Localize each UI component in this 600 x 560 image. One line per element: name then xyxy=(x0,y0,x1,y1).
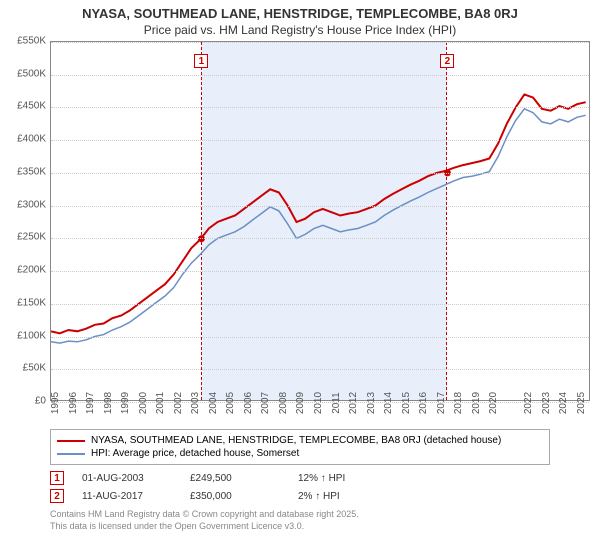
y-tick-label: £100K xyxy=(17,330,46,341)
x-tick-label: 2016 xyxy=(418,392,429,414)
x-tick-label: 2020 xyxy=(488,392,499,414)
x-tick-label: 1996 xyxy=(68,392,79,414)
annotation-num-box: 1 xyxy=(50,471,64,485)
chart-subtitle: Price paid vs. HM Land Registry's House … xyxy=(0,21,600,41)
y-tick-label: £450K xyxy=(17,101,46,112)
x-tick-label: 2024 xyxy=(558,392,569,414)
legend-label: NYASA, SOUTHMEAD LANE, HENSTRIDGE, TEMPL… xyxy=(91,435,501,446)
y-tick-label: £0 xyxy=(35,396,46,407)
x-tick-label: 1995 xyxy=(50,392,61,414)
gridline xyxy=(51,173,589,174)
annotation-row: 1 01-AUG-2003 £249,500 12% ↑ HPI xyxy=(50,469,550,487)
x-tick-label: 2017 xyxy=(436,392,447,414)
x-tick-label: 1999 xyxy=(120,392,131,414)
marker-box: 2 xyxy=(440,54,454,68)
x-tick-label: 2015 xyxy=(401,392,412,414)
gridline xyxy=(51,337,589,338)
gridline xyxy=(51,140,589,141)
x-tick-label: 2018 xyxy=(453,392,464,414)
line-layer xyxy=(51,42,591,402)
legend: NYASA, SOUTHMEAD LANE, HENSTRIDGE, TEMPL… xyxy=(50,429,550,465)
legend-swatch xyxy=(57,440,85,442)
annotation-rows: 1 01-AUG-2003 £249,500 12% ↑ HPI 2 11-AUG-201… xyxy=(50,469,550,505)
x-tick-label: 2022 xyxy=(523,392,534,414)
footer-line-1: Contains HM Land Registry data © Crown c… xyxy=(50,509,550,521)
x-tick-label: 2002 xyxy=(173,392,184,414)
series-line-hpi xyxy=(51,109,586,343)
footer: Contains HM Land Registry data © Crown c… xyxy=(50,509,550,532)
x-tick-label: 2013 xyxy=(366,392,377,414)
gridline xyxy=(51,369,589,370)
legend-swatch xyxy=(57,453,85,455)
gridline xyxy=(51,206,589,207)
y-tick-label: £50K xyxy=(23,363,46,374)
legend-label: HPI: Average price, detached house, Some… xyxy=(91,448,299,459)
y-tick-label: £400K xyxy=(17,134,46,145)
x-tick-label: 2012 xyxy=(348,392,359,414)
x-tick-label: 2000 xyxy=(138,392,149,414)
x-tick-label: 2011 xyxy=(331,392,342,414)
marker-box: 1 xyxy=(194,54,208,68)
x-tick-label: 2023 xyxy=(541,392,552,414)
footer-line-2: This data is licensed under the Open Gov… xyxy=(50,521,550,533)
annotation-row: 2 11-AUG-2017 £350,000 2% ↑ HPI xyxy=(50,487,550,505)
x-tick-label: 2008 xyxy=(278,392,289,414)
x-tick-label: 2009 xyxy=(295,392,306,414)
gridline xyxy=(51,271,589,272)
gridline xyxy=(51,42,589,43)
chart-area: 12 £0£50K£100K£150K£200K£250K£300K£350K£… xyxy=(50,41,590,421)
gridline xyxy=(51,107,589,108)
x-tick-label: 2010 xyxy=(313,392,324,414)
y-tick-label: £550K xyxy=(17,36,46,47)
plot-region: 12 xyxy=(50,41,590,401)
x-tick-label: 1998 xyxy=(103,392,114,414)
x-tick-label: 2005 xyxy=(225,392,236,414)
y-tick-label: £350K xyxy=(17,166,46,177)
annotation-delta: 12% ↑ HPI xyxy=(298,473,388,484)
annotation-delta: 2% ↑ HPI xyxy=(298,491,388,502)
x-tick-label: 2004 xyxy=(208,392,219,414)
y-tick-label: £200K xyxy=(17,265,46,276)
x-tick-label: 2019 xyxy=(471,392,482,414)
annotation-num-box: 2 xyxy=(50,489,64,503)
series-line-price_paid xyxy=(51,94,586,333)
legend-row: NYASA, SOUTHMEAD LANE, HENSTRIDGE, TEMPL… xyxy=(57,434,543,447)
annotation-price: £249,500 xyxy=(190,473,280,484)
gridline xyxy=(51,304,589,305)
annotation-price: £350,000 xyxy=(190,491,280,502)
x-tick-label: 2025 xyxy=(576,392,587,414)
chart-title: NYASA, SOUTHMEAD LANE, HENSTRIDGE, TEMPL… xyxy=(0,0,600,21)
gridline xyxy=(51,238,589,239)
legend-row: HPI: Average price, detached house, Some… xyxy=(57,447,543,460)
y-tick-label: £250K xyxy=(17,232,46,243)
x-tick-label: 2003 xyxy=(190,392,201,414)
annotation-date: 01-AUG-2003 xyxy=(82,473,172,484)
x-tick-label: 2006 xyxy=(243,392,254,414)
x-tick-label: 2001 xyxy=(155,392,166,414)
x-tick-label: 2007 xyxy=(260,392,271,414)
y-tick-label: £150K xyxy=(17,297,46,308)
gridline xyxy=(51,75,589,76)
y-tick-label: £300K xyxy=(17,199,46,210)
x-tick-label: 1997 xyxy=(85,392,96,414)
annotation-date: 11-AUG-2017 xyxy=(82,491,172,502)
y-tick-label: £500K xyxy=(17,68,46,79)
x-tick-label: 2014 xyxy=(383,392,394,414)
